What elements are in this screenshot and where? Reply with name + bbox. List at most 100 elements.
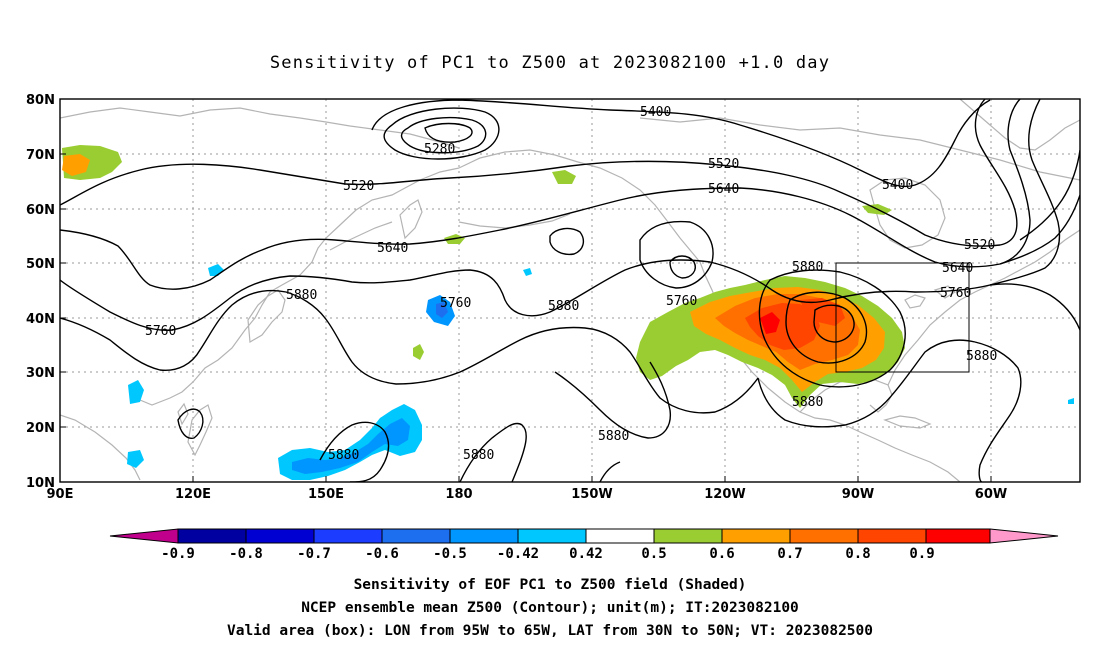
contour-5760-atlantic: [989, 283, 1080, 331]
contour-5640-alaska-loop: [669, 255, 696, 279]
colorbar-tick-label: 0.5: [641, 546, 666, 562]
colorbar-tick-label: 0.6: [709, 546, 734, 562]
contour-label: 5880: [463, 448, 494, 463]
contour-label: 5880: [598, 429, 629, 444]
contour-5520-gulf-loop: [549, 227, 585, 256]
contour-label: 5400: [640, 105, 671, 120]
longitude-labels: 90E 120E 150E 180 150W 120W 90W 60W: [47, 487, 1008, 502]
lat-label: 50N: [26, 257, 55, 272]
colorbar-arrow-low: [109, 528, 179, 544]
contour-label: 5880: [792, 260, 823, 275]
colorbar-tick-label: -0.42: [497, 546, 539, 562]
colorbar-tick-label: -0.5: [433, 546, 467, 562]
shading-positive-050-pacific: [413, 344, 424, 360]
contour-5880-scs-loop: [177, 408, 204, 439]
asia-arctic-coastline: [60, 107, 460, 149]
shading-negative-050-pacific: [292, 418, 410, 474]
contour-5880-west-pacific: [319, 421, 390, 482]
lon-label: 150E: [308, 487, 344, 502]
japan-coastline: [247, 289, 286, 343]
contour-label: 5640: [377, 241, 408, 256]
lat-label: 10N: [26, 476, 55, 491]
colorbar-block: [313, 528, 383, 544]
colorbar-block: [857, 528, 927, 544]
colorbar-tick-label: 0.42: [569, 546, 603, 562]
great-lakes: [904, 285, 957, 309]
colorbar-block: [177, 528, 247, 544]
asia-coastline: [60, 167, 460, 481]
colorbar-block: [517, 528, 587, 544]
contour-label: 5400: [882, 178, 913, 193]
contour-5520-main: [60, 99, 1018, 247]
contour-5880-east-pacific-south: [599, 461, 621, 482]
greenland-coastline: [959, 99, 1080, 151]
contour-5400-polar: [371, 99, 991, 188]
contour-label: 5520: [343, 179, 374, 194]
contour-label: 5640: [942, 261, 973, 276]
graticule: [60, 99, 1080, 482]
shading-negative-042-atlantic: [1068, 398, 1074, 404]
lon-label: 90E: [47, 487, 74, 502]
shading-negative-060-japan-sea: [436, 302, 448, 318]
latitude-labels: 80N 70N 60N 50N 40N 30N 20N 10N: [26, 93, 55, 491]
contour-label: 5760: [440, 296, 471, 311]
colorbar: -0.9 -0.8 -0.7 -0.6 -0.5 -0.42 0.42 0.5 …: [109, 528, 1059, 562]
kuril-arc: [329, 221, 393, 251]
colorbar-tick-label: 0.7: [777, 546, 802, 562]
contour-5880-north-america: [757, 339, 976, 428]
contour-5880-atlantic: [974, 341, 1022, 482]
contour-label: 5880: [328, 448, 359, 463]
lon-label: 150W: [571, 487, 612, 502]
contour-label: 5640: [708, 182, 739, 197]
contour-5880-high-ring: [758, 269, 906, 388]
contour-5280-low: [400, 116, 487, 154]
lat-label: 80N: [26, 93, 55, 108]
caption: Sensitivity of EOF PC1 to Z500 field (Sh…: [227, 577, 873, 639]
colorbar-tick-label: -0.9: [161, 546, 195, 562]
lat-label: 20N: [26, 421, 55, 436]
contour-5880-pacific-east: [554, 361, 672, 439]
contour-label: 5760: [666, 294, 697, 309]
map-frame: [59, 98, 1081, 483]
contour-label: 5520: [708, 157, 739, 172]
z500-contours: [60, 99, 1080, 482]
contour-5940-high-core: [813, 304, 855, 343]
contour-label: 5880: [548, 299, 579, 314]
contour-5760-main: [60, 99, 1061, 331]
colorbar-block: [721, 528, 791, 544]
caption-line-3: Valid area (box): LON from 95W to 65W, L…: [227, 623, 873, 639]
shading-positive-050-alaska: [552, 170, 576, 184]
shading-negative-042-china: [128, 380, 144, 404]
contour-5400-low-outer: [383, 107, 500, 160]
colorbar-tick-label: -0.6: [365, 546, 399, 562]
lat-label: 70N: [26, 148, 55, 163]
contour-label: 5880: [792, 395, 823, 410]
lat-label: 60N: [26, 203, 55, 218]
shading-negative-042-scs: [127, 450, 144, 468]
lon-label: 120E: [175, 487, 211, 502]
shading-positive-060-siberia: [62, 154, 90, 176]
colorbar-block: [381, 528, 451, 544]
lat-label: 40N: [26, 312, 55, 327]
lon-label: 180: [445, 487, 472, 502]
contour-label: 5760: [940, 286, 971, 301]
contour-label: 5520: [964, 238, 995, 253]
contour-labels: 5400 5280 5520 5640 5400 5520 5640 5760 …: [145, 105, 997, 463]
colorbar-block: [789, 528, 859, 544]
contour-5400-low-inner: [424, 122, 473, 143]
lon-label: 120W: [704, 487, 745, 502]
colorbar-tick-label: -0.7: [297, 546, 331, 562]
map-ticks: [60, 153, 992, 482]
contour-5760-alaska-loop: [639, 220, 714, 289]
colorbar-block: [245, 528, 315, 544]
kamchatka-coastline: [399, 199, 423, 240]
contour-5880-asia: [60, 289, 759, 414]
colorbar-tick-label: -0.8: [229, 546, 263, 562]
north-america-east-coastline: [887, 229, 1080, 386]
colorbar-block: [449, 528, 519, 544]
shading-positive-090-core: [760, 312, 780, 334]
hudson-bay-coastline: [869, 177, 946, 249]
taiwan-coastline: [177, 402, 189, 426]
colorbar-tick-label: 0.9: [909, 546, 934, 562]
contour-5520-atlantic-north: [1019, 149, 1080, 241]
